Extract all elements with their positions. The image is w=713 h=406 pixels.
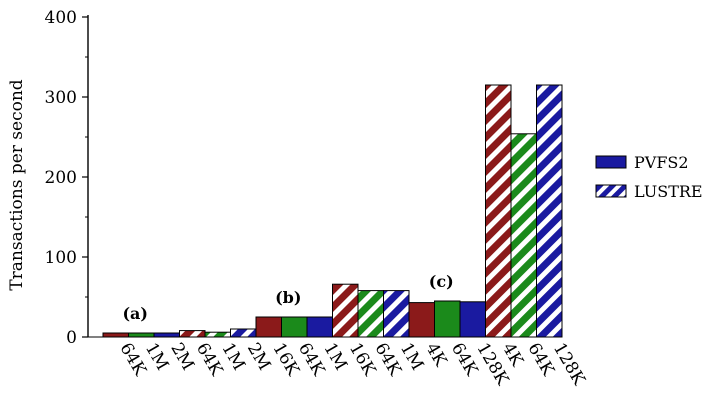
bar-lustre-2m (230, 328, 257, 338)
bar-pvfs2-4k (408, 302, 435, 338)
bar-lustre-64k (510, 133, 537, 338)
x-tick-label: 64K (192, 340, 227, 380)
bar-lustre-64k (357, 290, 384, 338)
legend-swatch-lustre (595, 184, 627, 198)
x-tick-label: 2M (166, 340, 197, 374)
y-tick-label: 100 (45, 248, 77, 268)
x-tick-label: 64K (523, 340, 558, 380)
x-tick-label: 4K (421, 340, 450, 371)
group-annotation: (b) (275, 288, 301, 307)
legend-swatch-pvfs2 (595, 155, 627, 169)
bar-lustre-128k (536, 84, 563, 338)
bar-pvfs2-64k (434, 300, 461, 338)
x-tick-label: 16K (268, 340, 303, 380)
bar-pvfs2-16k (255, 316, 282, 338)
x-tick-label: 64K (294, 340, 329, 380)
legend-label-lustre: LUSTRE (634, 182, 703, 201)
bar-pvfs2-64k (281, 316, 308, 338)
legend-label-pvfs2: PVFS2 (634, 153, 689, 172)
x-tick-label: 2M (243, 340, 274, 374)
bar-pvfs2-64k (102, 332, 129, 338)
bar-pvfs2-1m (128, 332, 155, 338)
bar-lustre-16k (332, 283, 359, 338)
x-tick-label: 64K (370, 340, 405, 380)
y-axis-label: Transactions per second (7, 79, 27, 290)
bar-lustre-64k (179, 330, 206, 338)
bar-pvfs2-2m (153, 332, 180, 338)
y-tick-label: 200 (45, 168, 77, 188)
bar-pvfs2-1m (306, 316, 333, 338)
x-tick-label: 16K (345, 340, 380, 380)
y-tick-label: 300 (45, 88, 77, 108)
bar-lustre-4k (485, 84, 512, 338)
bar-pvfs2-128k (459, 301, 486, 338)
group-annotation: (a) (122, 304, 148, 323)
group-annotation: (c) (429, 272, 454, 291)
y-tick-label: 0 (66, 328, 77, 348)
bar-lustre-1m (383, 290, 410, 338)
y-tick-label: 400 (45, 8, 77, 28)
x-tick-label: 64K (447, 340, 482, 380)
bar-lustre-1m (204, 331, 231, 338)
x-tick-label: 64K (115, 340, 150, 380)
